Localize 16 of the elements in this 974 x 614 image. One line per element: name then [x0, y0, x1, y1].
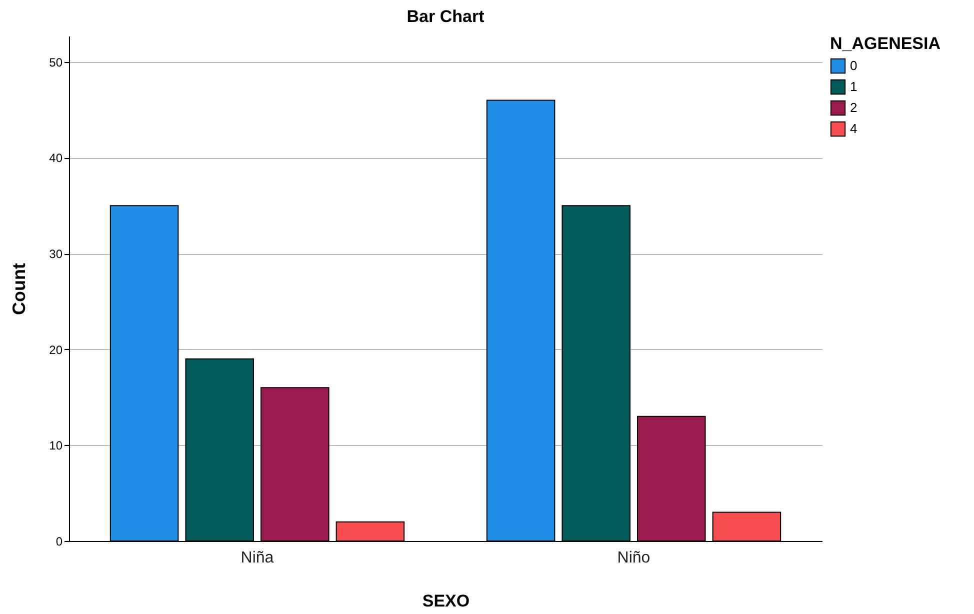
- legend-label: 2: [850, 100, 858, 115]
- chart-title: Bar Chart: [406, 7, 485, 26]
- y-tick-label: 40: [49, 151, 63, 166]
- y-tick-label: 10: [49, 438, 63, 453]
- y-tick-label: 50: [49, 55, 63, 70]
- legend-label: 4: [850, 121, 858, 136]
- y-tick-label: 30: [49, 247, 63, 262]
- legend-label: 1: [850, 79, 858, 94]
- y-axis-title: Count: [9, 263, 30, 315]
- y-tick-label: 0: [56, 534, 63, 548]
- x-axis-title: SEXO: [422, 592, 470, 610]
- x-tick-label: Niño: [617, 550, 650, 566]
- legend-label: 0: [850, 58, 858, 73]
- x-tick-label: Niña: [240, 550, 274, 566]
- y-tick-label: 20: [49, 342, 63, 357]
- legend-title: N_AGENESIA: [830, 34, 941, 53]
